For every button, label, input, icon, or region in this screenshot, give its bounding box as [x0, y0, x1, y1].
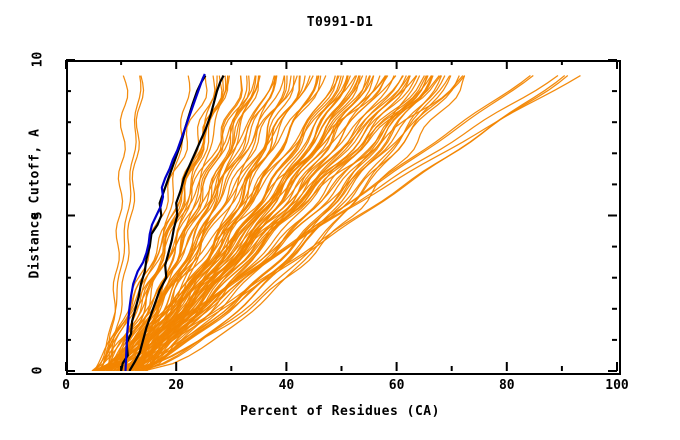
curve: [134, 75, 260, 371]
curve: [124, 73, 206, 371]
curve: [110, 75, 386, 371]
curve: [121, 75, 466, 371]
curve: [105, 75, 260, 371]
x-axis-label: Percent of Residues (CA): [240, 404, 440, 419]
curve: [99, 75, 256, 371]
page-title: T0991-D1: [306, 15, 374, 30]
curve: [108, 75, 464, 371]
curve: [109, 75, 208, 371]
curve: [91, 75, 142, 371]
curve: [135, 75, 446, 371]
y-tick-label: 0: [30, 366, 46, 375]
highlighted-model-curve: [124, 73, 206, 371]
curve: [128, 75, 225, 371]
curve: [122, 75, 581, 371]
x-tick-label: 0: [62, 378, 70, 393]
plot-area: [66, 60, 617, 371]
curve: [100, 75, 145, 371]
curve: [117, 75, 311, 371]
curve: [145, 75, 418, 371]
curve: [105, 75, 129, 371]
x-tick-label: 100: [605, 378, 629, 393]
y-axis-label: Distance Cutoff, A: [27, 128, 43, 279]
x-tick-label: 40: [278, 378, 295, 393]
background-prediction-curves: [91, 75, 581, 371]
plot-canvas: [91, 73, 581, 371]
x-tick-label: 80: [498, 378, 515, 393]
curve: [98, 75, 389, 371]
x-tick-label: 20: [168, 378, 185, 393]
curve: [110, 75, 357, 371]
curve: [106, 75, 191, 371]
curve: [122, 75, 559, 371]
curve: [143, 75, 443, 371]
curve: [123, 75, 452, 371]
curve: [100, 75, 534, 371]
curve: [92, 75, 275, 371]
curve: [110, 75, 261, 371]
x-tick-label: 60: [388, 378, 405, 393]
curve: [123, 75, 566, 371]
y-tick-label: 10: [30, 51, 46, 68]
curve: [98, 75, 397, 371]
curve: [120, 75, 442, 371]
curve: [136, 75, 432, 371]
curve: [93, 75, 429, 371]
curve: [115, 75, 440, 371]
curve: [93, 75, 298, 371]
